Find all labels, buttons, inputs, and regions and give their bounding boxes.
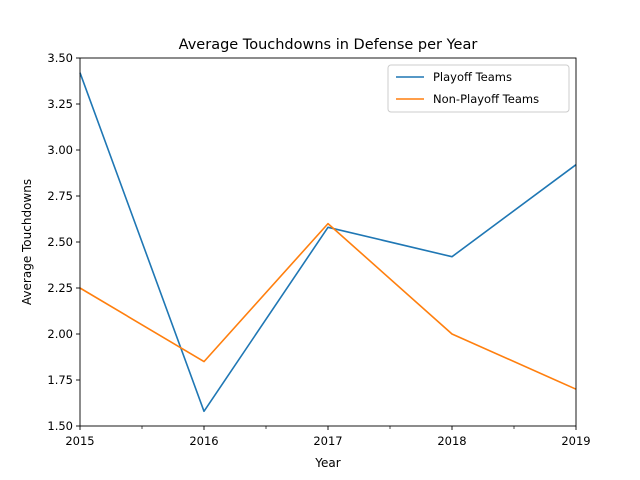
y-tick-label: 2.00 [47, 327, 73, 341]
x-tick-label: 2016 [189, 434, 218, 448]
y-axis-label: Average Touchdowns [20, 179, 34, 305]
x-axis-label: Year [314, 456, 340, 470]
legend-box [387, 64, 570, 113]
y-tick-label: 1.50 [47, 419, 73, 433]
series-line-playoff-teams [79, 72, 577, 413]
x-tick-label: 2019 [561, 434, 590, 448]
x-tick-label: 2017 [313, 434, 342, 448]
y-tick-label: 2.50 [47, 235, 73, 249]
plot-area: 2015 2016 2017 2018 2019 1.50 1.75 2.00 2.25 2.50… [47, 51, 590, 448]
series-line-non-playoff-teams [79, 222, 577, 390]
y-tick-label: 1.75 [47, 373, 73, 387]
y-tick-label: 3.00 [47, 143, 73, 157]
y-tick-label: 2.75 [47, 189, 73, 203]
y-tick-label: 2.25 [47, 281, 73, 295]
chart-title: Average Touchdowns in Defense per Year [179, 37, 478, 53]
x-tick-label: 2018 [437, 434, 466, 448]
legend: Playoff Teams Non-Playoff Teams [387, 64, 570, 113]
legend-label: Non-Playoff Teams [433, 92, 539, 106]
y-tick-label: 3.25 [47, 97, 73, 111]
x-tick-label: 2015 [65, 434, 94, 448]
y-tick-label: 3.50 [47, 51, 73, 65]
legend-label: Playoff Teams [433, 70, 512, 84]
